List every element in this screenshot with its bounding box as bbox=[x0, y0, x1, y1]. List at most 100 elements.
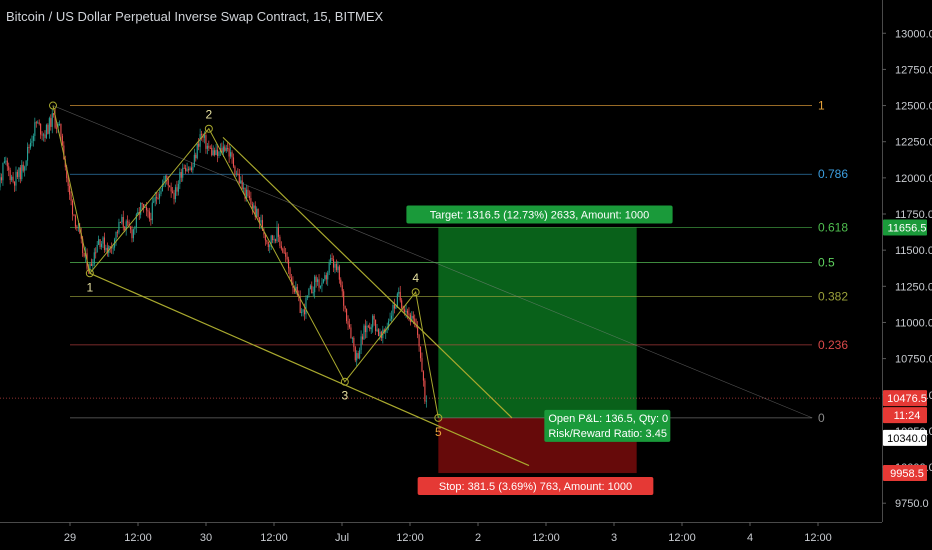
candle-body bbox=[16, 171, 18, 177]
candle-body bbox=[318, 279, 320, 288]
candle-body bbox=[2, 163, 4, 181]
candle-body bbox=[422, 371, 424, 381]
price-tick-label: 11500.0 bbox=[895, 245, 932, 257]
candle-body bbox=[408, 313, 410, 315]
candle-body bbox=[185, 167, 187, 172]
candle-body bbox=[116, 231, 119, 233]
price-tick-label: 13000.0 bbox=[895, 28, 932, 40]
candle-body bbox=[201, 134, 203, 136]
candle-body bbox=[322, 279, 324, 283]
target-box bbox=[406, 205, 673, 224]
candle-body bbox=[125, 221, 127, 231]
candle-body bbox=[93, 252, 95, 265]
candle-body bbox=[73, 214, 75, 216]
candle-body bbox=[227, 148, 229, 150]
candle-body bbox=[257, 208, 259, 218]
wave-label: 2 bbox=[205, 108, 212, 122]
price-tick-label: 11000.0 bbox=[895, 317, 932, 329]
candle-body bbox=[122, 216, 124, 227]
candle-body bbox=[153, 201, 155, 203]
candle-body bbox=[79, 227, 81, 233]
candle-body bbox=[57, 124, 59, 128]
price-badge bbox=[883, 390, 927, 407]
candle-body bbox=[135, 214, 137, 228]
candle-body bbox=[60, 124, 62, 136]
fib-level-label: 1 bbox=[818, 99, 825, 113]
candle-body bbox=[12, 176, 14, 182]
candle-body bbox=[361, 336, 364, 340]
candle-body bbox=[132, 229, 134, 239]
price-tick-label: 11750.0 bbox=[895, 209, 932, 221]
candle-body bbox=[254, 205, 256, 217]
candle-body bbox=[29, 142, 32, 148]
candle-body bbox=[276, 226, 278, 242]
candle-body bbox=[388, 321, 390, 328]
candle-body bbox=[311, 285, 313, 294]
candle-body bbox=[379, 331, 381, 337]
time-tick-label: 3 bbox=[611, 532, 617, 544]
candle-body bbox=[343, 291, 345, 306]
price-badge bbox=[883, 465, 927, 482]
lower-trendline bbox=[89, 272, 530, 467]
candle-body bbox=[364, 325, 366, 333]
candle-body bbox=[401, 300, 403, 309]
candle-body bbox=[31, 140, 33, 143]
candle-body bbox=[295, 286, 297, 292]
candle-body bbox=[344, 305, 346, 309]
candle-body bbox=[367, 325, 369, 327]
candle-body bbox=[44, 134, 46, 138]
candle-body bbox=[53, 113, 55, 116]
candle-body bbox=[289, 268, 291, 278]
candle-body bbox=[347, 321, 349, 325]
candle-body bbox=[285, 252, 287, 257]
fib-level-label: 0.236 bbox=[818, 338, 848, 352]
candle-body bbox=[390, 315, 393, 319]
candle-body bbox=[147, 210, 149, 212]
candle-body bbox=[21, 164, 23, 180]
candle-body bbox=[6, 160, 8, 167]
time-tick-label: Jul bbox=[335, 532, 349, 544]
candle-body bbox=[244, 187, 246, 199]
candle-body bbox=[22, 164, 24, 171]
candle-body bbox=[218, 151, 220, 156]
candle-body bbox=[192, 166, 194, 171]
price-badge-label: 11656.5 bbox=[888, 223, 927, 235]
candle-body bbox=[89, 263, 91, 270]
pnl-box bbox=[544, 409, 671, 442]
candle-body bbox=[206, 145, 208, 149]
candle-body bbox=[50, 118, 52, 127]
candle-body bbox=[317, 279, 319, 282]
candle-body bbox=[196, 143, 198, 159]
candle-body bbox=[377, 329, 380, 337]
candle-body bbox=[299, 296, 301, 313]
candle-body bbox=[418, 334, 420, 347]
candle-body bbox=[182, 167, 184, 178]
outer-trendline bbox=[52, 105, 813, 419]
candle-body bbox=[177, 183, 179, 192]
price-tick-label: 12250.0 bbox=[895, 137, 932, 149]
candle-body bbox=[195, 154, 197, 159]
candle-body bbox=[48, 118, 50, 134]
candle-body bbox=[350, 327, 352, 339]
candle-body bbox=[209, 147, 211, 149]
candle-body bbox=[124, 226, 126, 231]
candle-body bbox=[335, 264, 337, 270]
candle-body bbox=[327, 272, 329, 280]
candle-body bbox=[293, 288, 295, 292]
candle-body bbox=[160, 191, 162, 194]
candle-body bbox=[45, 124, 47, 138]
candle-body bbox=[264, 234, 266, 241]
candle-body bbox=[154, 197, 156, 202]
candle-body bbox=[231, 152, 233, 158]
candle-body bbox=[199, 134, 201, 147]
profit-zone bbox=[438, 227, 637, 418]
candle-body bbox=[38, 122, 40, 124]
wave-start-marker bbox=[49, 101, 57, 110]
candle-body bbox=[109, 246, 111, 248]
candle-body bbox=[392, 304, 394, 316]
candle-body bbox=[248, 196, 250, 199]
candle-body bbox=[238, 174, 240, 183]
time-tick-label: 12:00 bbox=[668, 532, 696, 544]
candle-body bbox=[42, 134, 45, 136]
